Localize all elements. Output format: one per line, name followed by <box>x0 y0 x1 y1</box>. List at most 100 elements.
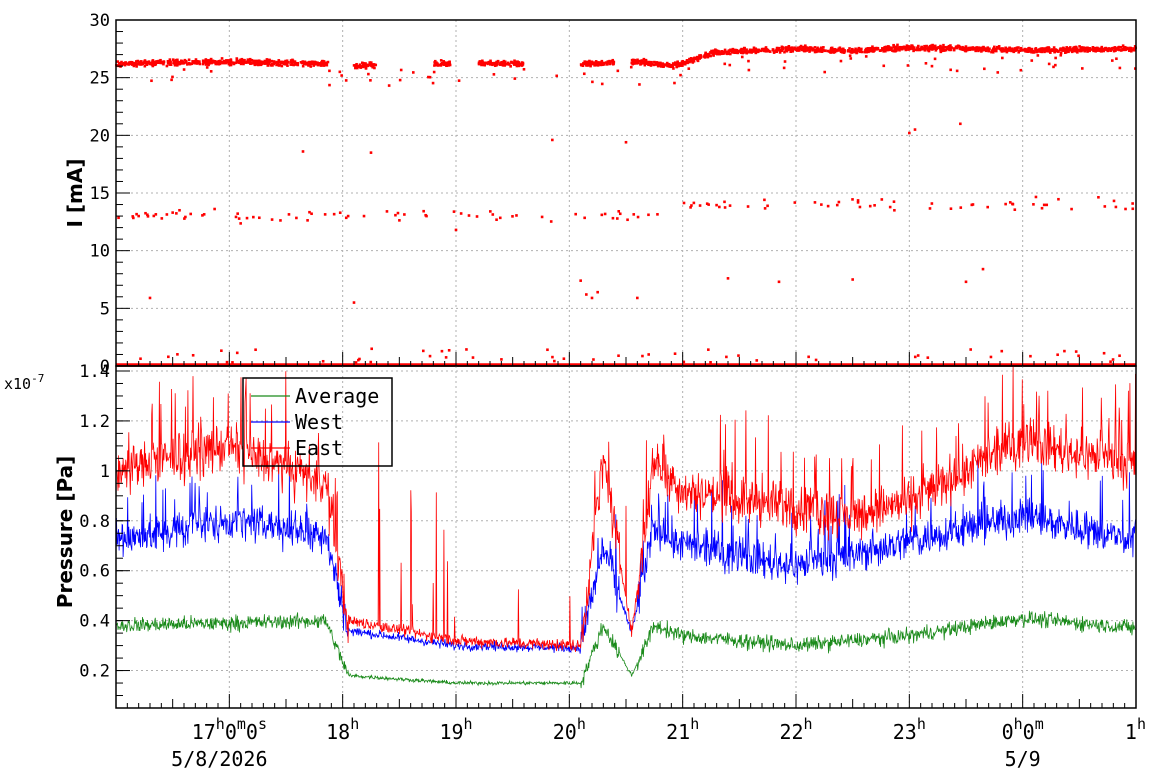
current-point <box>804 46 808 50</box>
current-point <box>636 58 639 62</box>
current-point <box>501 64 505 67</box>
current-point <box>896 43 899 47</box>
current-point <box>956 44 960 48</box>
current-point <box>584 60 588 64</box>
current-point <box>707 52 711 56</box>
current-point <box>933 45 936 49</box>
current-point <box>471 356 475 359</box>
current-point <box>670 65 673 69</box>
current-point <box>662 65 665 68</box>
current-point <box>653 60 656 64</box>
current-point <box>1079 48 1083 51</box>
current-point <box>636 215 640 219</box>
current-point <box>865 49 868 53</box>
current-point <box>728 63 732 67</box>
current-point <box>958 47 962 50</box>
current-point <box>901 46 904 49</box>
current-point <box>188 62 192 66</box>
current-point <box>234 215 238 219</box>
current-point <box>747 59 750 63</box>
current-point <box>803 47 807 51</box>
current-point <box>356 64 359 68</box>
current-point <box>444 356 448 359</box>
pressure-lines <box>115 365 1136 689</box>
current-point <box>261 61 265 64</box>
current-point <box>204 58 208 61</box>
current-point <box>1073 47 1077 51</box>
current-point <box>743 46 746 50</box>
y-tick-label: 0 <box>100 357 110 377</box>
y-tick-label: 30 <box>90 11 110 31</box>
current-point <box>656 64 660 68</box>
current-point <box>574 212 577 216</box>
current-point <box>794 47 798 50</box>
current-point <box>236 212 239 215</box>
current-point <box>688 60 691 64</box>
current-point <box>763 48 766 52</box>
current-point <box>594 60 598 63</box>
current-point <box>988 47 991 51</box>
current-point <box>1121 44 1125 47</box>
current-point <box>435 61 438 65</box>
y-tick-label: 0.2 <box>79 662 110 682</box>
x-tick-label: 23h <box>893 715 926 744</box>
current-point <box>1078 45 1081 48</box>
current-point <box>312 62 316 66</box>
current-point <box>1103 205 1107 208</box>
current-point <box>1002 49 1006 53</box>
current-point <box>318 62 322 65</box>
current-point <box>991 50 995 54</box>
current-point <box>916 45 920 49</box>
current-point <box>273 61 276 64</box>
current-point <box>1129 49 1133 53</box>
current-point <box>493 63 497 66</box>
current-point <box>1102 351 1106 355</box>
current-point <box>1032 203 1035 206</box>
current-point <box>808 50 811 53</box>
current-point <box>903 45 907 49</box>
current-point <box>136 62 140 66</box>
current-point <box>265 60 268 64</box>
current-point <box>867 49 870 53</box>
current-point <box>1086 46 1089 50</box>
current-point <box>1054 63 1057 67</box>
current-point <box>1015 46 1019 50</box>
current-point <box>1056 353 1059 357</box>
current-point <box>678 64 682 67</box>
current-point <box>797 49 801 52</box>
current-point <box>338 211 342 215</box>
current-point <box>493 61 497 65</box>
current-point <box>231 361 234 364</box>
current-point <box>927 49 931 53</box>
current-point <box>1129 46 1132 50</box>
current-point <box>871 45 874 49</box>
current-point <box>585 63 589 67</box>
date-label: 5/9 <box>1005 747 1041 771</box>
current-point <box>1119 49 1123 52</box>
current-point <box>1008 47 1012 51</box>
y-tick-label: 0.6 <box>79 562 110 582</box>
current-point <box>301 150 305 153</box>
current-point <box>801 47 804 51</box>
current-point <box>486 62 489 66</box>
current-point <box>997 47 1001 50</box>
current-point <box>1109 360 1112 363</box>
current-point <box>943 46 947 49</box>
current-point <box>589 64 592 68</box>
current-point <box>592 358 595 361</box>
current-point <box>725 355 728 359</box>
current-point <box>851 198 854 201</box>
current-point <box>1044 48 1048 52</box>
current-point <box>177 60 180 64</box>
current-point <box>1017 50 1021 54</box>
current-point <box>1046 46 1050 50</box>
current-point <box>239 62 243 66</box>
current-point <box>630 61 634 65</box>
current-point <box>913 355 917 359</box>
x-tick-label: 0h0m <box>1002 715 1044 744</box>
current-point <box>127 63 131 66</box>
current-point <box>227 61 231 65</box>
current-point <box>687 67 691 70</box>
current-point <box>971 46 975 49</box>
current-point <box>144 211 147 215</box>
